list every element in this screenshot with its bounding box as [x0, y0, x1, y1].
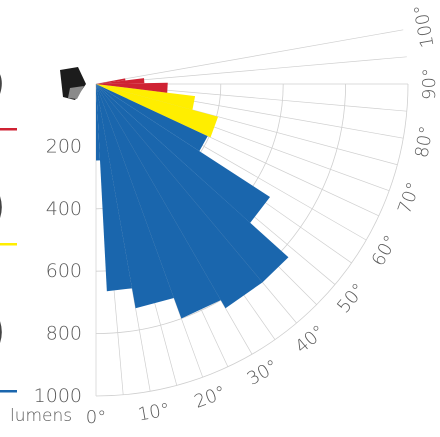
angle-tick-label: 80° — [411, 124, 437, 159]
unit-label: lumens — [10, 406, 72, 426]
radial-tick-label: 400 — [46, 198, 82, 220]
bar-red — [96, 78, 145, 84]
bar-blue — [96, 84, 271, 223]
radial-tick-label: 200 — [46, 135, 82, 157]
bar-blue — [96, 84, 208, 152]
bar-blue — [96, 84, 133, 292]
lamp-fixture-icon — [60, 67, 86, 100]
angle-tick-label: 30° — [244, 356, 282, 390]
angle-tick-label: 40° — [291, 321, 329, 358]
legend-glyph — [0, 74, 2, 94]
bar-blue — [96, 84, 289, 283]
legend-glyph — [0, 321, 2, 344]
legend-swatch-yellow — [0, 243, 17, 246]
radial-tick-label: 600 — [46, 260, 82, 282]
angle-tick-label: 60° — [368, 232, 402, 270]
bar-blue — [96, 84, 221, 319]
bar-blue — [96, 84, 263, 309]
legend-swatch-blue — [0, 390, 17, 393]
grid-spoke — [95, 29, 404, 85]
bar-red — [96, 82, 168, 93]
angle-tick-label: 70° — [394, 179, 425, 216]
grid-spoke — [95, 83, 379, 217]
bar-red — [96, 78, 126, 84]
legend-glyph — [0, 196, 2, 219]
legend-swatch-red — [0, 128, 17, 131]
bar-blue — [96, 84, 101, 161]
angle-tick-label: 100° — [410, 3, 438, 49]
bars-layer — [96, 78, 289, 319]
radial-tick-labels: 200 400 600 800 1000 — [34, 135, 82, 407]
bar-yellow — [96, 84, 196, 110]
bar-blue — [96, 84, 174, 309]
legend — [0, 67, 86, 393]
bar-yellow — [96, 84, 219, 138]
angle-tick-label: 0° — [86, 407, 106, 428]
angle-tick-labels: 0° 10° 20° 30° 40°50° 60° 70° 80° 90° 100° — [86, 3, 440, 428]
grid-spoke — [95, 56, 407, 85]
radial-tick-label: 800 — [46, 323, 82, 345]
angle-tick-label: 10° — [136, 399, 171, 425]
angle-tick-label: 20° — [191, 382, 228, 413]
angle-tick-label: 50° — [333, 279, 370, 317]
angle-tick-label: 90° — [419, 68, 440, 100]
radial-tick-label: 1000 — [34, 385, 82, 407]
